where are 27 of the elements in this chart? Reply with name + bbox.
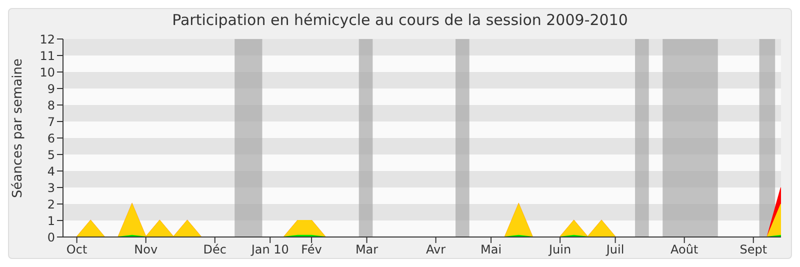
x-tick-label: Août (670, 242, 698, 257)
y-axis-title: Séances par semaine (10, 58, 26, 198)
y-tick-label: 4 (47, 164, 55, 178)
x-tick-label: Juin (548, 242, 572, 257)
x-tick-label: Avr (426, 242, 446, 257)
y-tick-label: 8 (47, 98, 55, 112)
y-tick-label: 3 (47, 180, 55, 195)
x-tick-label: Déc (203, 242, 226, 257)
x-tick-label: Oct (66, 242, 88, 257)
y-tick-label: 5 (47, 148, 55, 162)
y-tick-label: 12 (40, 32, 55, 46)
y-tick-label: 10 (40, 65, 55, 80)
y-tick-label: 2 (47, 197, 55, 212)
y-tick-label: 9 (47, 82, 55, 96)
x-tick-label: Juil (605, 242, 624, 257)
x-tick-label: Mar (355, 242, 378, 257)
x-tick-label: Sept (740, 242, 768, 257)
x-tick-label: Fév (301, 242, 322, 257)
y-tick-label: 11 (40, 48, 55, 63)
y-tick-label: 0 (47, 230, 55, 244)
y-tick-label: 7 (47, 114, 55, 129)
y-tick-label: 6 (47, 131, 55, 146)
y-tick-label: 1 (47, 214, 55, 228)
x-tick-label: Jan 10 (250, 242, 289, 257)
chart-title: Participation en hémicycle au cours de la session 2009-2010 (171, 10, 629, 31)
x-tick-label: Mai (480, 242, 502, 257)
x-tick-label: Nov (134, 242, 158, 257)
